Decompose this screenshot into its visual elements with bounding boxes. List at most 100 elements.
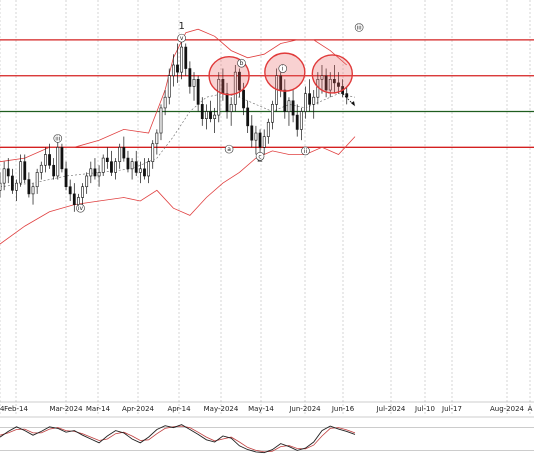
- candle-16: [64, 161, 68, 191]
- candle-64: [262, 129, 266, 155]
- candle-14: [56, 140, 60, 180]
- circled-label-text-5: c: [258, 153, 261, 160]
- candle-22: [89, 161, 93, 184]
- candle-body-17: [68, 186, 72, 195]
- wave-labels: 12iiiivvabciiiiii: [53, 21, 364, 213]
- candle-body-40: [163, 96, 167, 109]
- candle-27: [110, 150, 113, 176]
- circled-label-text-3: a: [227, 146, 231, 153]
- candle-49: [200, 97, 204, 126]
- x-tick-label-5: Apr-14: [167, 405, 191, 413]
- candle-52: [213, 107, 217, 134]
- candle-body-55: [225, 93, 229, 112]
- candle-81: [332, 64, 336, 94]
- candle-66: [271, 100, 274, 130]
- candle-body-43: [176, 64, 179, 73]
- candle-60: [246, 100, 250, 134]
- x-tick-label-1: Feb-14: [4, 405, 28, 413]
- candle-37: [151, 140, 155, 169]
- candle-34: [138, 161, 142, 184]
- circled-label-ring-5: [255, 151, 265, 161]
- candle-body-81: [332, 78, 336, 84]
- candle-65: [266, 118, 270, 144]
- candle-44: [180, 39, 184, 80]
- candle-body-66: [271, 104, 274, 123]
- candle-29: [118, 143, 122, 169]
- candle-body-56: [229, 104, 233, 112]
- candle-body-34: [138, 168, 142, 173]
- circled-label-ring-3: [224, 144, 234, 154]
- candle-body-5: [19, 161, 23, 184]
- candle-body-8: [31, 186, 35, 195]
- wave-label-0: 1: [178, 21, 184, 32]
- circled-label-text-2: v: [180, 35, 184, 42]
- candle-body-1: [2, 168, 6, 184]
- x-tick-label-13: Aug-2024: [490, 405, 525, 413]
- candle-body-62: [254, 132, 258, 141]
- candle-body-57: [233, 71, 237, 105]
- candle-55: [225, 82, 229, 119]
- candle-body-33: [134, 161, 138, 173]
- candle-69: [283, 79, 287, 119]
- candle-body-76: [312, 96, 316, 105]
- circled-label-text-8: iii: [357, 24, 362, 31]
- candle-body-52: [213, 114, 217, 119]
- candle-body-11: [44, 154, 47, 166]
- candle-body-16: [64, 168, 68, 188]
- x-tick-label-7: May-14: [248, 405, 274, 413]
- candle-9: [35, 168, 39, 194]
- circled-label-text-1: iv: [78, 205, 84, 212]
- candle-body-38: [155, 132, 159, 145]
- candle-41: [167, 68, 171, 105]
- candle-76: [312, 90, 316, 119]
- candle-17: [68, 179, 72, 202]
- candle-12: [48, 143, 51, 169]
- candle-body-21: [85, 175, 89, 188]
- candle-body-53: [217, 78, 221, 116]
- candle-32: [130, 158, 134, 180]
- candle-body-69: [283, 89, 287, 112]
- osc-main-line: [0, 424, 356, 454]
- candle-body-26: [105, 157, 109, 162]
- x-tick-label-0: 4: [0, 405, 5, 413]
- candle-38: [155, 129, 159, 155]
- circled-label-ring-2: [177, 33, 186, 43]
- candle-body-7: [27, 179, 31, 195]
- candle-1: [2, 161, 6, 191]
- candle-28: [114, 158, 117, 180]
- x-tick-label-4: Apr-2024: [122, 405, 155, 413]
- candle-84: [345, 86, 349, 105]
- candle-4: [15, 179, 18, 202]
- horizontal-levels: [0, 39, 534, 148]
- candle-body-84: [345, 93, 349, 98]
- candle-73: [299, 107, 303, 141]
- candle-body-70: [287, 100, 291, 112]
- candle-body-25: [101, 157, 105, 173]
- candle-5: [19, 154, 23, 187]
- candle-body-45: [184, 46, 188, 69]
- candle-body-63: [258, 132, 262, 148]
- candle-body-37: [151, 143, 155, 162]
- candle-7: [27, 172, 31, 198]
- candle-body-59: [242, 89, 245, 109]
- candle-body-32: [130, 161, 134, 170]
- x-tick-label-3: Mar-14: [86, 405, 111, 413]
- circled-label-text-6: i: [282, 66, 284, 73]
- circled-label-text-0: iii: [55, 135, 60, 142]
- candle-47: [192, 72, 196, 101]
- candles: [0, 39, 356, 212]
- x-tick-label-6: May-2024: [204, 405, 239, 413]
- candle-body-18: [72, 193, 76, 205]
- candle-body-30: [122, 147, 126, 159]
- candle-24: [97, 165, 101, 187]
- candle-13: [52, 158, 56, 180]
- candle-50: [204, 104, 208, 130]
- candle-26: [105, 147, 109, 169]
- candle-body-6: [23, 161, 27, 180]
- candle-body-75: [308, 93, 311, 105]
- candle-36: [147, 158, 151, 184]
- candle-57: [233, 64, 237, 112]
- osc-signal-line: [0, 425, 356, 453]
- circled-label-7: ii: [301, 146, 310, 156]
- circled-label-8: iii: [354, 23, 364, 32]
